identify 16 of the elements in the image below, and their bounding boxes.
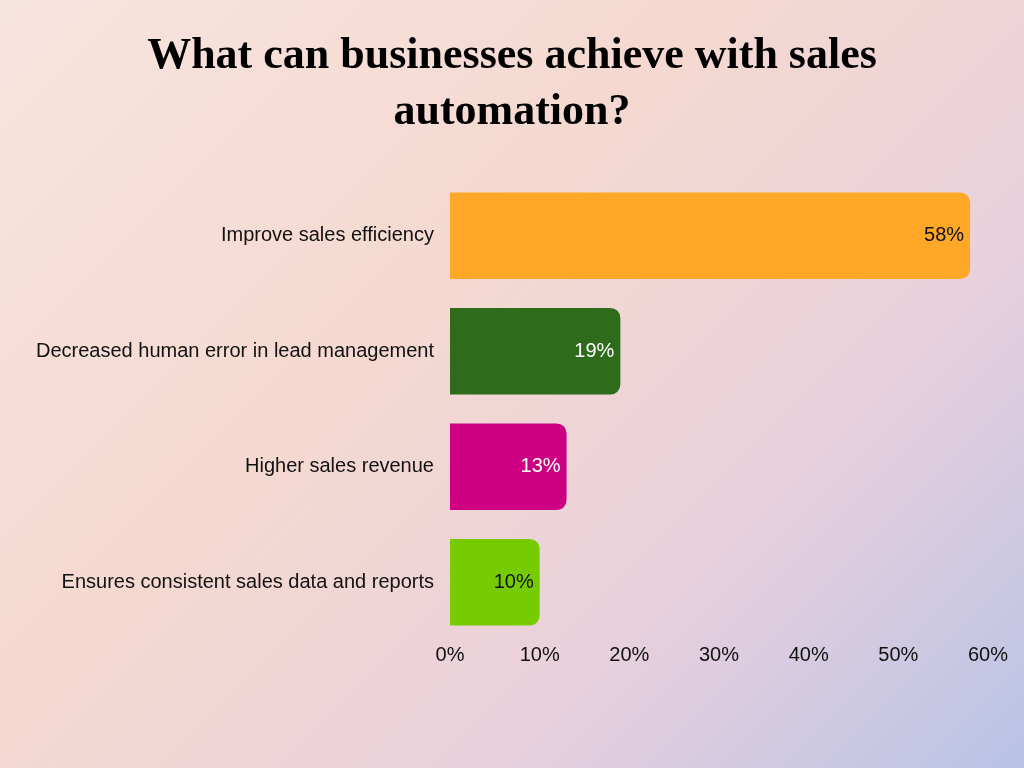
x-tick-label: 10% <box>519 642 560 665</box>
x-tick-label: 50% <box>878 642 919 665</box>
data-label: 19% <box>574 338 615 361</box>
data-label: 13% <box>520 454 561 477</box>
x-tick-label: 40% <box>788 642 829 665</box>
data-label: 58% <box>924 223 965 246</box>
y-tick-label: Improve sales efficiency <box>220 223 434 246</box>
x-tick-label: 30% <box>698 642 740 665</box>
x-tick-label: 60% <box>967 642 1009 665</box>
y-tick-label: Ensures consistent sales data and reports <box>61 569 434 592</box>
y-tick-label: Decreased human error in lead management <box>36 338 435 361</box>
chart-title: What can businesses achieve with sales automation? <box>146 28 878 136</box>
x-tick-label: 20% <box>609 642 650 665</box>
x-tick-label: 0% <box>435 642 465 665</box>
y-tick-label: Higher sales revenue <box>245 454 434 477</box>
data-label: 10% <box>493 569 534 592</box>
